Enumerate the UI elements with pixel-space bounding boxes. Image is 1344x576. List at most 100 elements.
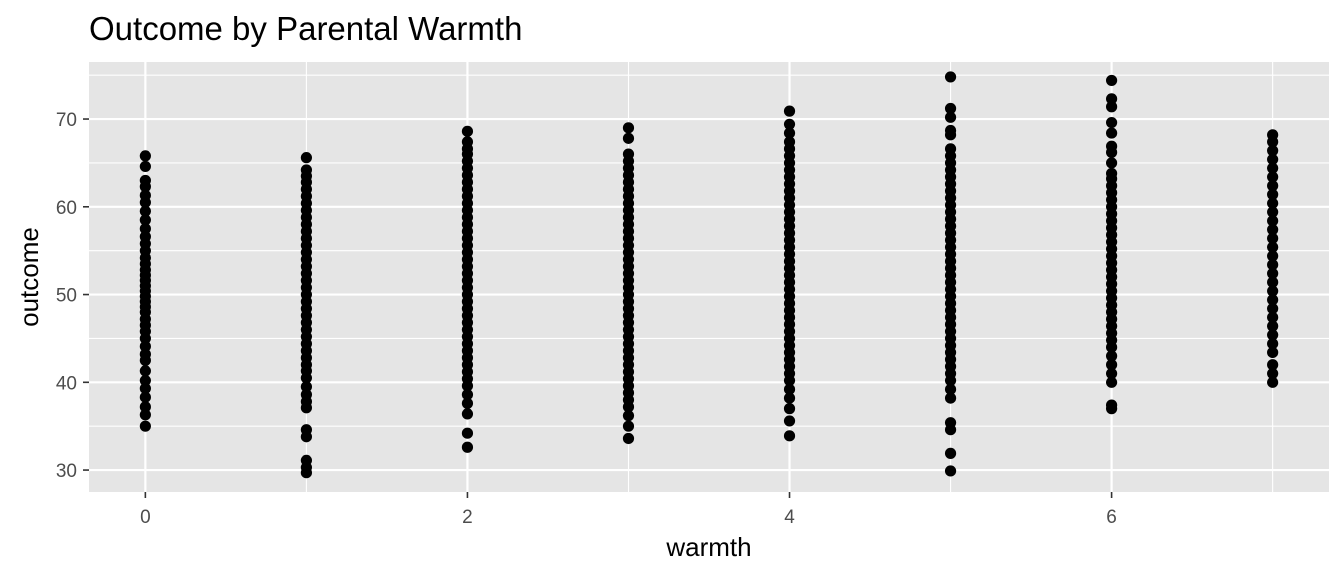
data-point: [622, 122, 635, 134]
data-point: [944, 383, 957, 395]
data-point: [1267, 259, 1279, 271]
data-point: [139, 374, 151, 387]
data-point: [783, 403, 796, 415]
plot-panel: [89, 62, 1329, 492]
data-point: [139, 420, 151, 432]
data-point: [139, 340, 151, 352]
data-point: [461, 136, 474, 148]
data-point: [1105, 74, 1118, 87]
data-point: [139, 401, 151, 413]
data-point: [1105, 376, 1118, 388]
data-point: [1267, 250, 1279, 262]
data-point: [300, 164, 313, 176]
data-point: [783, 430, 796, 442]
y-tick-label: 30: [56, 461, 77, 482]
data-point: [139, 160, 151, 173]
data-point: [1267, 285, 1279, 297]
data-point: [139, 348, 151, 360]
data-point: [461, 408, 474, 420]
data-point: [1267, 294, 1279, 306]
y-tick-label: 60: [56, 198, 77, 219]
data-point: [1267, 346, 1279, 359]
data-point: [1267, 320, 1279, 332]
data-point: [1267, 376, 1279, 388]
data-point: [1267, 188, 1279, 201]
data-point: [461, 397, 474, 409]
data-point: [300, 454, 313, 467]
data-point: [1267, 359, 1279, 371]
x-axis: 0 2 4 6: [140, 492, 1117, 528]
data-point: [944, 392, 957, 404]
data-point: [1105, 350, 1118, 362]
data-point: [1267, 311, 1279, 323]
data-point: [1267, 241, 1279, 253]
y-tick-label: 40: [56, 373, 77, 394]
data-point: [944, 124, 957, 137]
data-point: [139, 231, 151, 243]
y-axis-title: outcome: [14, 227, 44, 327]
y-tick-label: 70: [56, 110, 77, 131]
data-point: [1267, 367, 1279, 380]
x-tick-label: 4: [784, 507, 795, 528]
data-point: [139, 409, 151, 421]
data-point: [1105, 116, 1118, 129]
data-point: [139, 223, 151, 235]
data-point: [1267, 267, 1279, 280]
data-point: [944, 71, 957, 83]
data-point: [1267, 215, 1279, 227]
data-point: [783, 105, 796, 117]
x-tick-label: 2: [462, 507, 473, 528]
data-point: [622, 432, 635, 445]
data-points: [139, 71, 1279, 479]
data-point: [1267, 197, 1279, 209]
data-point: [783, 392, 796, 404]
data-point: [300, 388, 313, 401]
data-point: [1267, 171, 1279, 183]
data-point: [1105, 167, 1118, 180]
data-point: [1105, 359, 1118, 371]
data-point: [461, 125, 474, 137]
data-point: [1267, 338, 1279, 350]
data-point: [1267, 224, 1279, 236]
x-tick-label: 0: [140, 507, 151, 528]
data-point: [139, 174, 151, 187]
data-point: [1105, 93, 1118, 105]
data-point: [944, 102, 957, 115]
data-point: [300, 152, 313, 164]
data-point: [783, 136, 796, 148]
data-point: [783, 383, 796, 395]
data-point: [944, 447, 957, 459]
data-point: [1105, 140, 1118, 152]
data-point: [1267, 232, 1279, 244]
data-point: [944, 143, 957, 155]
data-point: [1267, 302, 1279, 315]
data-point: [461, 441, 474, 453]
data-point: [1105, 127, 1118, 139]
data-point: [139, 382, 151, 395]
data-point: [944, 417, 957, 429]
data-point: [622, 420, 635, 432]
data-point: [1267, 145, 1279, 157]
data-point: [622, 410, 635, 422]
data-point: [139, 214, 151, 226]
x-axis-title: warmth: [665, 532, 751, 562]
x-tick-label: 6: [1106, 507, 1117, 528]
data-point: [622, 148, 635, 160]
data-point: [944, 465, 957, 477]
data-point: [461, 427, 474, 439]
data-point: [139, 150, 151, 162]
data-point: [1267, 276, 1279, 288]
data-point: [1267, 153, 1279, 166]
data-point: [139, 391, 151, 403]
data-point: [300, 381, 313, 393]
data-point: [1105, 399, 1118, 411]
data-point: [1105, 157, 1118, 169]
data-point: [461, 388, 474, 401]
y-tick-label: 50: [56, 286, 77, 307]
data-point: [1267, 162, 1279, 174]
data-point: [783, 127, 796, 139]
data-point: [1267, 206, 1279, 218]
data-point: [1267, 180, 1279, 192]
